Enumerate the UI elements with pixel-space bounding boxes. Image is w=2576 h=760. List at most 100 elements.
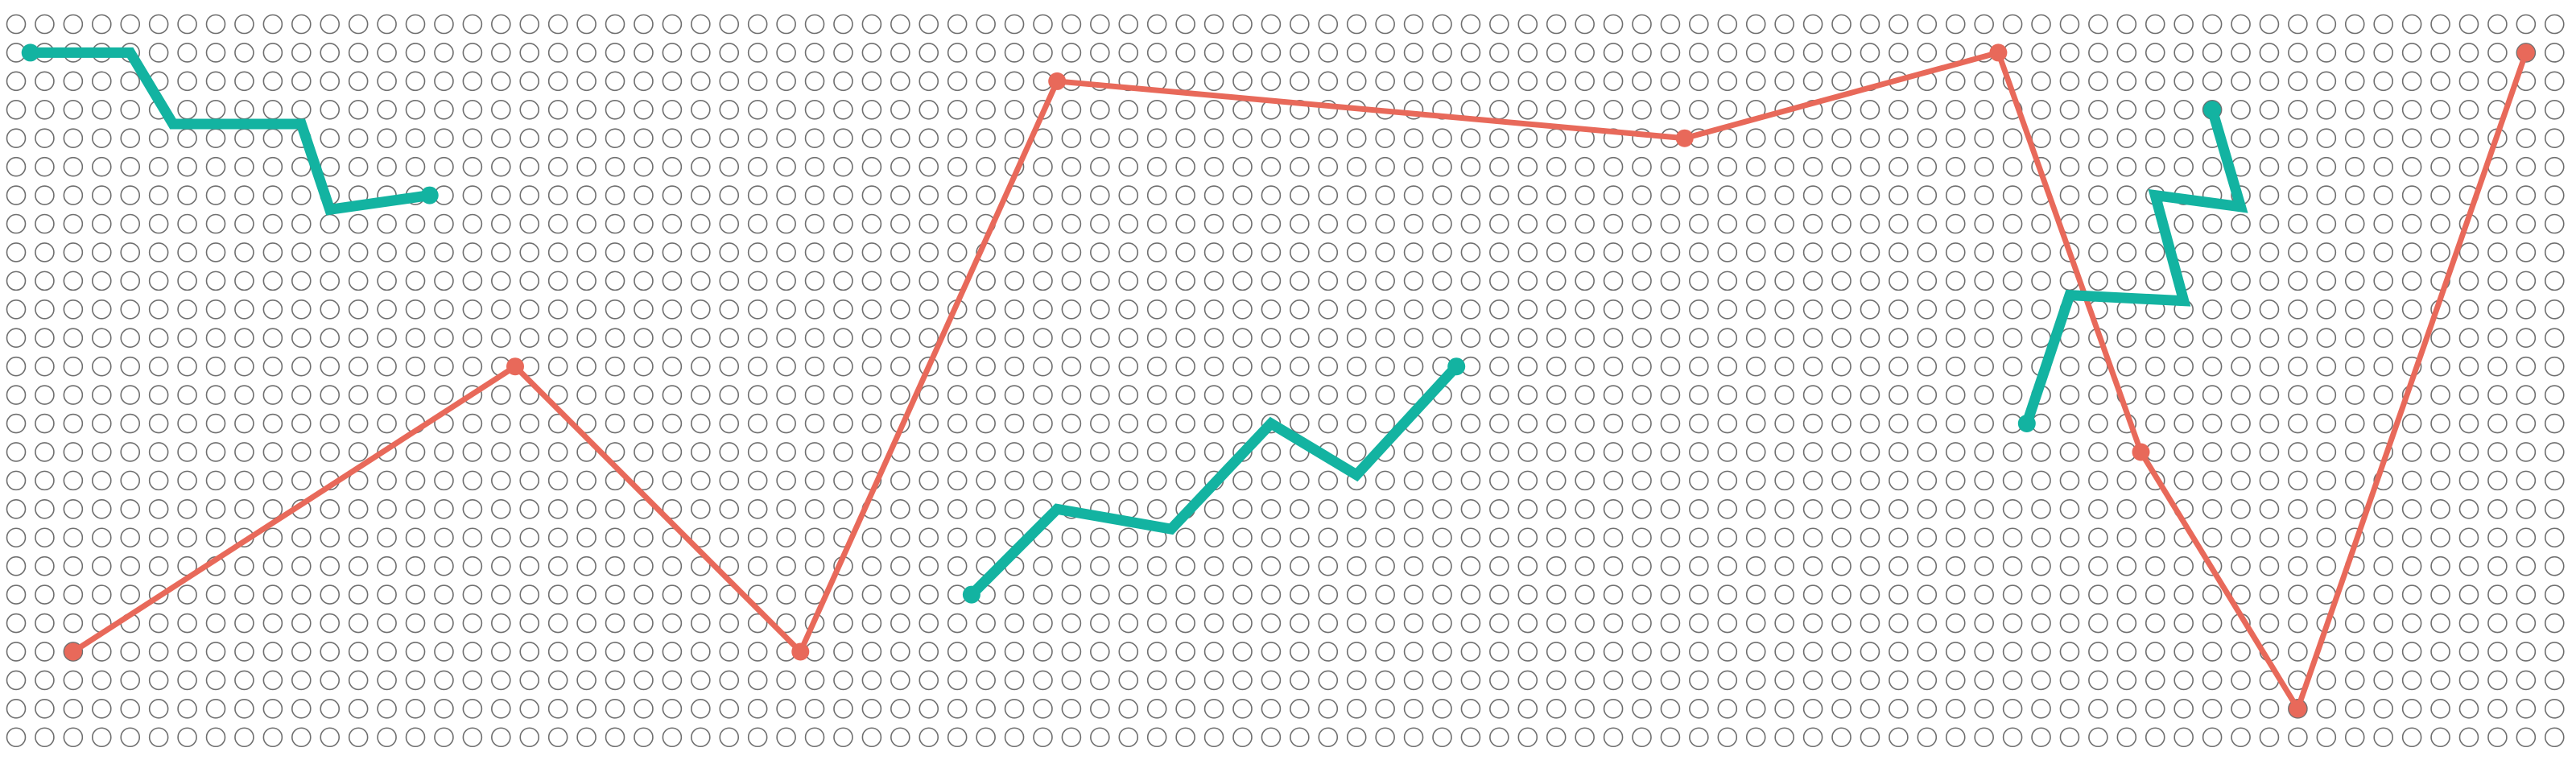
grid-dot bbox=[662, 99, 683, 120]
grid-dot bbox=[1660, 242, 1681, 262]
grid-dot bbox=[1546, 356, 1567, 377]
grid-dot bbox=[1745, 642, 1766, 662]
grid-dot bbox=[1517, 213, 1538, 234]
grid-dot bbox=[1403, 156, 1424, 177]
grid-dot bbox=[1917, 556, 1938, 576]
grid-dot bbox=[2002, 584, 2023, 605]
grid-dot bbox=[1318, 499, 1339, 519]
grid-dot bbox=[1689, 499, 1709, 519]
grid-dot bbox=[120, 128, 141, 149]
grid-dot bbox=[2516, 299, 2537, 320]
grid-dot bbox=[2373, 156, 2393, 177]
grid-dot bbox=[2401, 413, 2422, 434]
grid-dot bbox=[2401, 613, 2422, 634]
grid-dot bbox=[890, 584, 910, 605]
grid-dot bbox=[2458, 71, 2479, 92]
grid-dot bbox=[35, 413, 55, 434]
grid-dot bbox=[120, 299, 141, 320]
grid-dot bbox=[1889, 670, 1909, 691]
grid-dot bbox=[1917, 99, 1938, 120]
grid-dot bbox=[2487, 470, 2508, 491]
grid-dot bbox=[148, 242, 169, 262]
grid-dot bbox=[547, 699, 568, 719]
grid-dot bbox=[320, 642, 341, 662]
grid-dot bbox=[262, 499, 283, 519]
grid-dot bbox=[890, 385, 910, 405]
grid-dot bbox=[1232, 299, 1253, 320]
grid-dot bbox=[262, 470, 283, 491]
grid-dot bbox=[547, 271, 568, 291]
grid-dot bbox=[719, 499, 740, 519]
grid-dot bbox=[2059, 242, 2080, 262]
grid-dot bbox=[1889, 185, 1909, 205]
grid-dot bbox=[1689, 43, 1709, 63]
grid-dot bbox=[947, 385, 968, 405]
grid-dot bbox=[6, 356, 27, 377]
grid-dot bbox=[1489, 527, 1509, 548]
grid-dot bbox=[1632, 527, 1652, 548]
grid-dot bbox=[1974, 699, 1994, 719]
grid-dot bbox=[1632, 556, 1652, 576]
grid-dot bbox=[976, 527, 996, 548]
grid-dot bbox=[1146, 727, 1167, 748]
grid-dot bbox=[2231, 470, 2251, 491]
grid-dot bbox=[576, 356, 597, 377]
grid-dot bbox=[1717, 242, 1738, 262]
grid-dot bbox=[747, 556, 768, 576]
grid-dot bbox=[1232, 727, 1253, 748]
grid-dot bbox=[1546, 71, 1567, 92]
grid-dot bbox=[405, 385, 426, 405]
grid-dot bbox=[1889, 470, 1909, 491]
grid-dot bbox=[719, 356, 740, 377]
grid-dot bbox=[35, 271, 55, 291]
grid-dot bbox=[2544, 556, 2565, 576]
grid-dot bbox=[1945, 99, 1966, 120]
grid-dot bbox=[2544, 699, 2565, 719]
grid-dot bbox=[1290, 299, 1310, 320]
grid-dot bbox=[1745, 328, 1766, 349]
grid-dot bbox=[2316, 43, 2337, 63]
grid-dot bbox=[919, 584, 939, 605]
grid-dot bbox=[405, 642, 426, 662]
grid-dot bbox=[804, 14, 825, 35]
grid-dot bbox=[2031, 613, 2051, 634]
grid-dot bbox=[861, 99, 882, 120]
grid-dot bbox=[1774, 242, 1794, 262]
grid-dot bbox=[1660, 670, 1681, 691]
grid-dot bbox=[2059, 642, 2080, 662]
grid-dot bbox=[547, 71, 568, 92]
grid-dot bbox=[1774, 328, 1794, 349]
grid-dot bbox=[348, 584, 369, 605]
grid-dot bbox=[1375, 642, 1395, 662]
grid-dot bbox=[1061, 413, 1082, 434]
grid-dot bbox=[2145, 99, 2165, 120]
grid-dot bbox=[1261, 128, 1282, 149]
grid-dot bbox=[2259, 328, 2280, 349]
grid-dot bbox=[6, 185, 27, 205]
grid-dot bbox=[35, 556, 55, 576]
grid-dot bbox=[2059, 185, 2080, 205]
grid-dot bbox=[1632, 99, 1652, 120]
grid-dot bbox=[1689, 271, 1709, 291]
grid-dot bbox=[2174, 413, 2194, 434]
grid-dot bbox=[462, 328, 483, 349]
grid-dot bbox=[1489, 470, 1509, 491]
grid-dot bbox=[2116, 670, 2137, 691]
grid-dot bbox=[2430, 499, 2450, 519]
grid-dot bbox=[719, 385, 740, 405]
grid-dot bbox=[547, 356, 568, 377]
grid-dot bbox=[1831, 185, 1852, 205]
grid-dot bbox=[2544, 242, 2565, 262]
grid-dot bbox=[6, 527, 27, 548]
grid-dot bbox=[1831, 670, 1852, 691]
grid-dot bbox=[405, 71, 426, 92]
grid-dot bbox=[1403, 71, 1424, 92]
grid-dot bbox=[519, 213, 540, 234]
grid-dot bbox=[747, 185, 768, 205]
grid-dot bbox=[976, 128, 996, 149]
grid-dot bbox=[662, 642, 683, 662]
grid-dot bbox=[1232, 613, 1253, 634]
grid-dot bbox=[1889, 699, 1909, 719]
grid-dot bbox=[662, 71, 683, 92]
grid-dot bbox=[1290, 328, 1310, 349]
